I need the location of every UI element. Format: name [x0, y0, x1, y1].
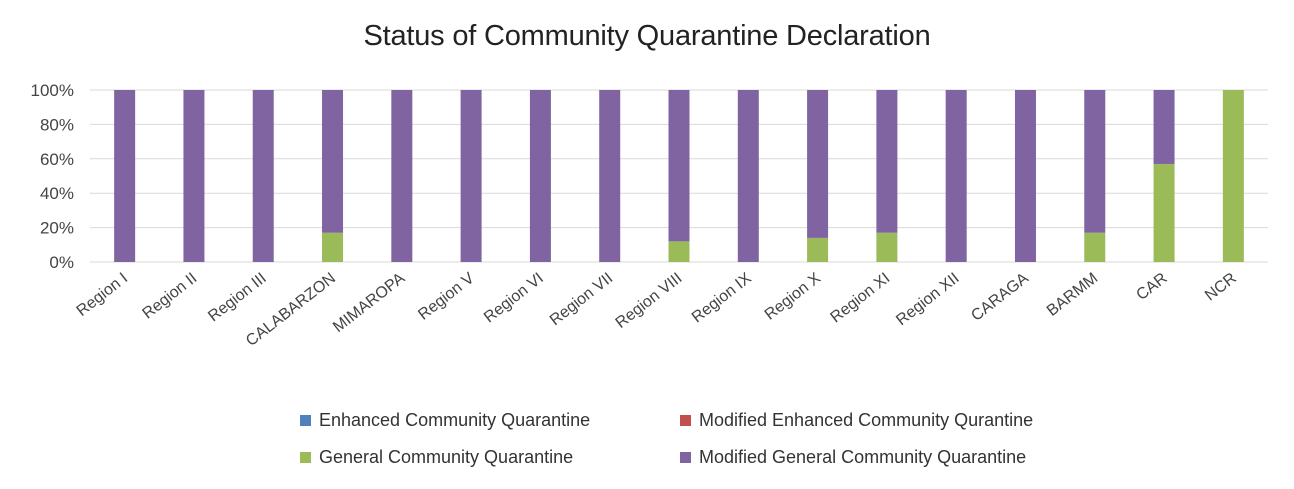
x-tick-label: Region IX	[689, 270, 755, 327]
bar-segment	[668, 241, 690, 262]
bar-segment	[322, 232, 344, 262]
y-tick-label: 60%	[40, 150, 74, 169]
x-tick-label: BARMM	[1044, 270, 1101, 320]
legend-swatch-gcq	[300, 452, 311, 463]
bar-segment	[1153, 163, 1175, 262]
bar-segment	[807, 90, 829, 238]
chart-title: Status of Community Quarantine Declarati…	[363, 20, 931, 52]
bar-segment	[529, 90, 551, 262]
x-tick-label: Region VI	[481, 270, 547, 327]
x-tick-label: Region XII	[893, 270, 962, 329]
legend-label-mecq: Modified Enhanced Community Qurantine	[699, 410, 1034, 430]
bar-segment	[1084, 90, 1106, 233]
legend-item-mgcq: Modified General Community Quarantine	[680, 447, 1060, 468]
x-tick-label: CARAGA	[968, 270, 1032, 325]
bar-segment	[1222, 90, 1244, 262]
bar-segment	[876, 90, 898, 233]
bar-segment	[945, 90, 967, 262]
bar-segment	[599, 90, 621, 262]
legend-item-mecq: Modified Enhanced Community Qurantine	[680, 410, 1060, 431]
legend-label-mgcq: Modified General Community Quarantine	[699, 447, 1027, 467]
x-tick-label: Region I	[74, 270, 131, 320]
bar-segment	[322, 90, 344, 233]
bar-segment	[391, 90, 413, 262]
legend-label-gcq: General Community Quarantine	[319, 447, 574, 467]
legend-swatch-mecq	[680, 415, 691, 426]
y-tick-label: 40%	[40, 184, 74, 203]
bar-segment	[668, 90, 690, 242]
x-tick-label: Region VIII	[613, 270, 686, 332]
x-tick-label: Region V	[415, 270, 478, 324]
legend-item-ecq: Enhanced Community Quarantine	[300, 410, 680, 431]
bar-segment	[807, 237, 829, 262]
legend-label-ecq: Enhanced Community Quarantine	[319, 410, 591, 430]
x-tick-label: Region XI	[828, 270, 894, 327]
x-tick-label: NCR	[1202, 270, 1240, 305]
y-tick-label: 100%	[31, 81, 74, 100]
bar-segment	[460, 90, 482, 262]
legend-swatch-ecq	[300, 415, 311, 426]
x-tick-label: Region X	[762, 270, 825, 324]
x-tick-label: Region III	[205, 270, 269, 326]
bar-segment	[1014, 90, 1036, 262]
bar-segment	[252, 90, 274, 262]
legend-item-gcq: General Community Quarantine	[300, 447, 680, 468]
y-tick-label: 0%	[49, 253, 74, 272]
legend-swatch-mgcq	[680, 452, 691, 463]
x-tick-label: Region VII	[547, 270, 616, 329]
bar-segment	[1084, 232, 1106, 262]
x-tick-label: Region II	[139, 270, 200, 323]
y-tick-label: 20%	[40, 219, 74, 238]
bar-segment	[737, 90, 759, 262]
y-tick-label: 80%	[40, 115, 74, 134]
bar-chart: 0%20%40%60%80%100%Region I Region II Regio…	[31, 81, 1268, 350]
bar-segment	[183, 90, 205, 262]
chart-legend: Enhanced Community Quarantine Modified E…	[300, 410, 1060, 468]
bar-segment	[876, 232, 898, 262]
x-tick-label: CAR	[1133, 270, 1170, 304]
x-tick-label: MIMAROPA	[330, 270, 408, 337]
bar-segment	[1153, 90, 1175, 164]
bar-segment	[114, 90, 136, 262]
